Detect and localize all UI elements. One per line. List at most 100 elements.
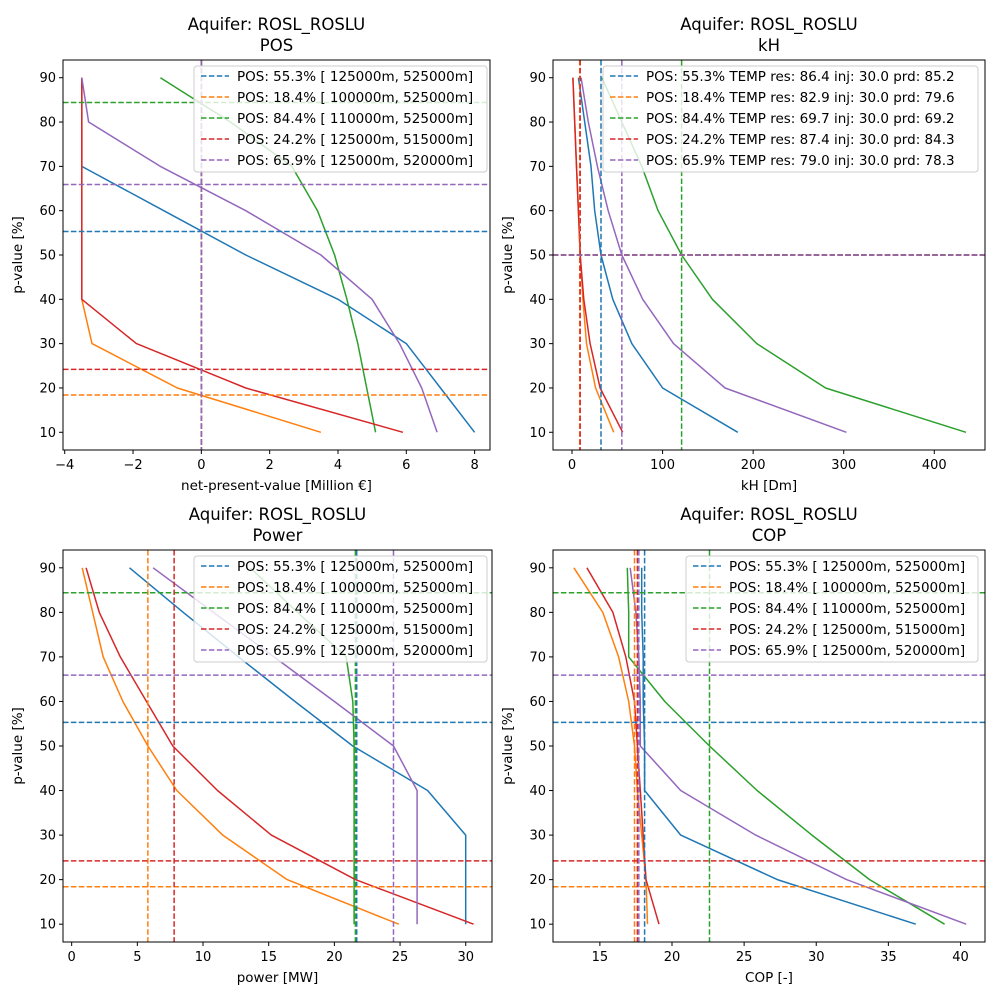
y-tick-label: 60	[39, 204, 56, 219]
chart-subtitle: kH	[758, 36, 780, 55]
legend-entry: POS: 65.9% [ 125000m, 520000m]	[237, 153, 473, 169]
x-axis-label: COP [-]	[745, 970, 793, 986]
y-tick-label: 10	[39, 426, 56, 441]
legend-entry: POS: 65.9% TEMP res: 79.0 inj: 30.0 prd:…	[646, 153, 955, 169]
y-tick-label: 30	[529, 337, 546, 352]
legend-entry: POS: 55.3% [ 125000m, 525000m]	[729, 559, 965, 575]
y-tick-label: 80	[529, 116, 546, 131]
legend-entry: POS: 55.3% TEMP res: 86.4 inj: 30.0 prd:…	[646, 69, 955, 85]
y-tick-label: 10	[529, 426, 546, 441]
y-tick-label: 70	[39, 160, 56, 175]
y-tick-label: 50	[39, 249, 56, 264]
legend-entry: POS: 84.4% [ 110000m, 525000m]	[237, 601, 473, 617]
plot-area	[553, 550, 985, 942]
legend-entry: POS: 84.4% [ 110000m, 525000m]	[729, 601, 965, 617]
series-line-5	[629, 567, 967, 925]
legend-box	[193, 65, 488, 173]
chart-title: Aquifer: ROSL_ROSLU	[680, 15, 858, 35]
x-tick-label: 6	[402, 458, 410, 473]
x-tick-label: 20	[664, 950, 681, 965]
x-tick-label: −2	[123, 458, 142, 473]
series-line-2	[81, 567, 399, 925]
x-axis-label: kH [Dm]	[741, 478, 797, 494]
x-tick-label: 0	[197, 458, 205, 473]
legend-entry: POS: 84.4% TEMP res: 69.7 inj: 30.0 prd:…	[646, 111, 955, 127]
series-line-4	[85, 567, 474, 925]
y-tick-label: 20	[39, 873, 56, 888]
x-tick-label: 200	[741, 458, 766, 473]
y-tick-label: 30	[39, 337, 56, 352]
x-tick-label: 0	[68, 950, 76, 965]
y-tick-label: 70	[529, 650, 546, 665]
x-tick-label: 100	[650, 458, 675, 473]
legend-entry: POS: 55.3% [ 125000m, 525000m]	[237, 559, 473, 575]
legend-entry: POS: 18.4% [ 100000m, 525000m]	[729, 580, 965, 596]
chart-subtitle: COP	[752, 526, 787, 545]
legend: POS: 55.3% [ 125000m, 525000m] POS: 18.4%…	[685, 555, 979, 663]
y-tick-label: 90	[39, 561, 56, 576]
x-tick-label: 35	[880, 950, 897, 965]
y-tick-label: 30	[529, 829, 546, 844]
legend-entry: POS: 18.4% TEMP res: 82.9 inj: 30.0 prd:…	[646, 90, 955, 106]
chart-title: Aquifer: ROSL_ROSLU	[680, 505, 858, 525]
legend-entry: POS: 55.3% [ 125000m, 525000m]	[237, 69, 473, 85]
x-tick-label: 25	[736, 950, 753, 965]
legend: POS: 55.3% TEMP res: 86.4 inj: 30.0 prd:…	[602, 65, 979, 173]
subplot-3: 0 5 10 15 20 25 30 10 20 30 40 50 60 70 80 90 Aquifer: R…	[10, 505, 493, 986]
y-tick-label: 70	[529, 160, 546, 175]
chart-subtitle: POS	[260, 36, 293, 55]
subplot-4: 15 20 25 30 35 40 10 20 30 40 50 60 70 80 90 Aquifer: R…	[500, 505, 986, 986]
y-axis-label: p-value [%]	[10, 216, 26, 294]
legend-entry: POS: 24.2% [ 125000m, 515000m]	[237, 132, 473, 148]
y-tick-label: 20	[529, 873, 546, 888]
legend-entry: POS: 65.9% [ 125000m, 520000m]	[237, 643, 473, 659]
x-tick-label: 300	[831, 458, 856, 473]
subplot-1: −4 −2 0 2 4 6 8 10 20 30 40 50 60 70 80 90 Aquifer: ROSL…	[10, 15, 491, 494]
y-tick-label: 50	[529, 740, 546, 755]
y-tick-label: 10	[39, 918, 56, 933]
y-tick-label: 40	[529, 293, 546, 308]
legend-box	[685, 555, 979, 663]
legend-entry: POS: 24.2% [ 125000m, 515000m]	[729, 622, 965, 638]
y-tick-label: 80	[39, 116, 56, 131]
legend-entry: POS: 18.4% [ 100000m, 525000m]	[237, 90, 473, 106]
legend-entry: POS: 24.2% TEMP res: 87.4 inj: 30.0 prd:…	[646, 132, 955, 148]
series-line-1	[640, 567, 917, 925]
plot-area	[553, 60, 985, 450]
legend: POS: 55.3% [ 125000m, 525000m] POS: 18.4%…	[193, 555, 488, 663]
subplot-2: 0 100 200 300 400 10 20 30 40 50 60 70 80 90 Aquifer: …	[500, 15, 986, 494]
legend-entry: POS: 24.2% [ 125000m, 515000m]	[237, 622, 473, 638]
x-tick-label: 15	[592, 950, 609, 965]
series-line-5	[81, 77, 438, 433]
y-tick-label: 70	[39, 650, 56, 665]
y-tick-label: 60	[529, 695, 546, 710]
y-tick-label: 10	[529, 918, 546, 933]
y-tick-label: 80	[39, 606, 56, 621]
x-tick-label: 400	[922, 458, 947, 473]
y-tick-label: 90	[39, 71, 56, 86]
x-axis-label: power [MW]	[237, 970, 319, 986]
y-tick-label: 40	[39, 784, 56, 799]
x-tick-label: 15	[260, 950, 277, 965]
y-tick-label: 60	[39, 695, 56, 710]
y-tick-label: 90	[529, 561, 546, 576]
y-tick-label: 80	[529, 606, 546, 621]
y-axis-label: p-value [%]	[500, 216, 516, 294]
chart-title: Aquifer: ROSL_ROSLU	[189, 505, 367, 525]
series-line-4	[586, 567, 660, 925]
y-tick-label: 50	[39, 740, 56, 755]
legend-box	[602, 65, 979, 173]
y-axis-label: p-value [%]	[10, 707, 26, 785]
x-tick-label: 0	[568, 458, 576, 473]
x-tick-label: 4	[334, 458, 342, 473]
x-tick-label: 2	[266, 458, 274, 473]
x-tick-label: 40	[952, 950, 969, 965]
legend-entry: POS: 84.4% [ 110000m, 525000m]	[237, 111, 473, 127]
x-tick-label: −4	[55, 458, 74, 473]
x-tick-label: 20	[326, 950, 343, 965]
y-tick-label: 20	[39, 381, 56, 396]
y-tick-label: 20	[529, 381, 546, 396]
legend-entry: POS: 18.4% [ 100000m, 525000m]	[237, 580, 473, 596]
y-tick-label: 60	[529, 204, 546, 219]
x-tick-label: 8	[470, 458, 478, 473]
